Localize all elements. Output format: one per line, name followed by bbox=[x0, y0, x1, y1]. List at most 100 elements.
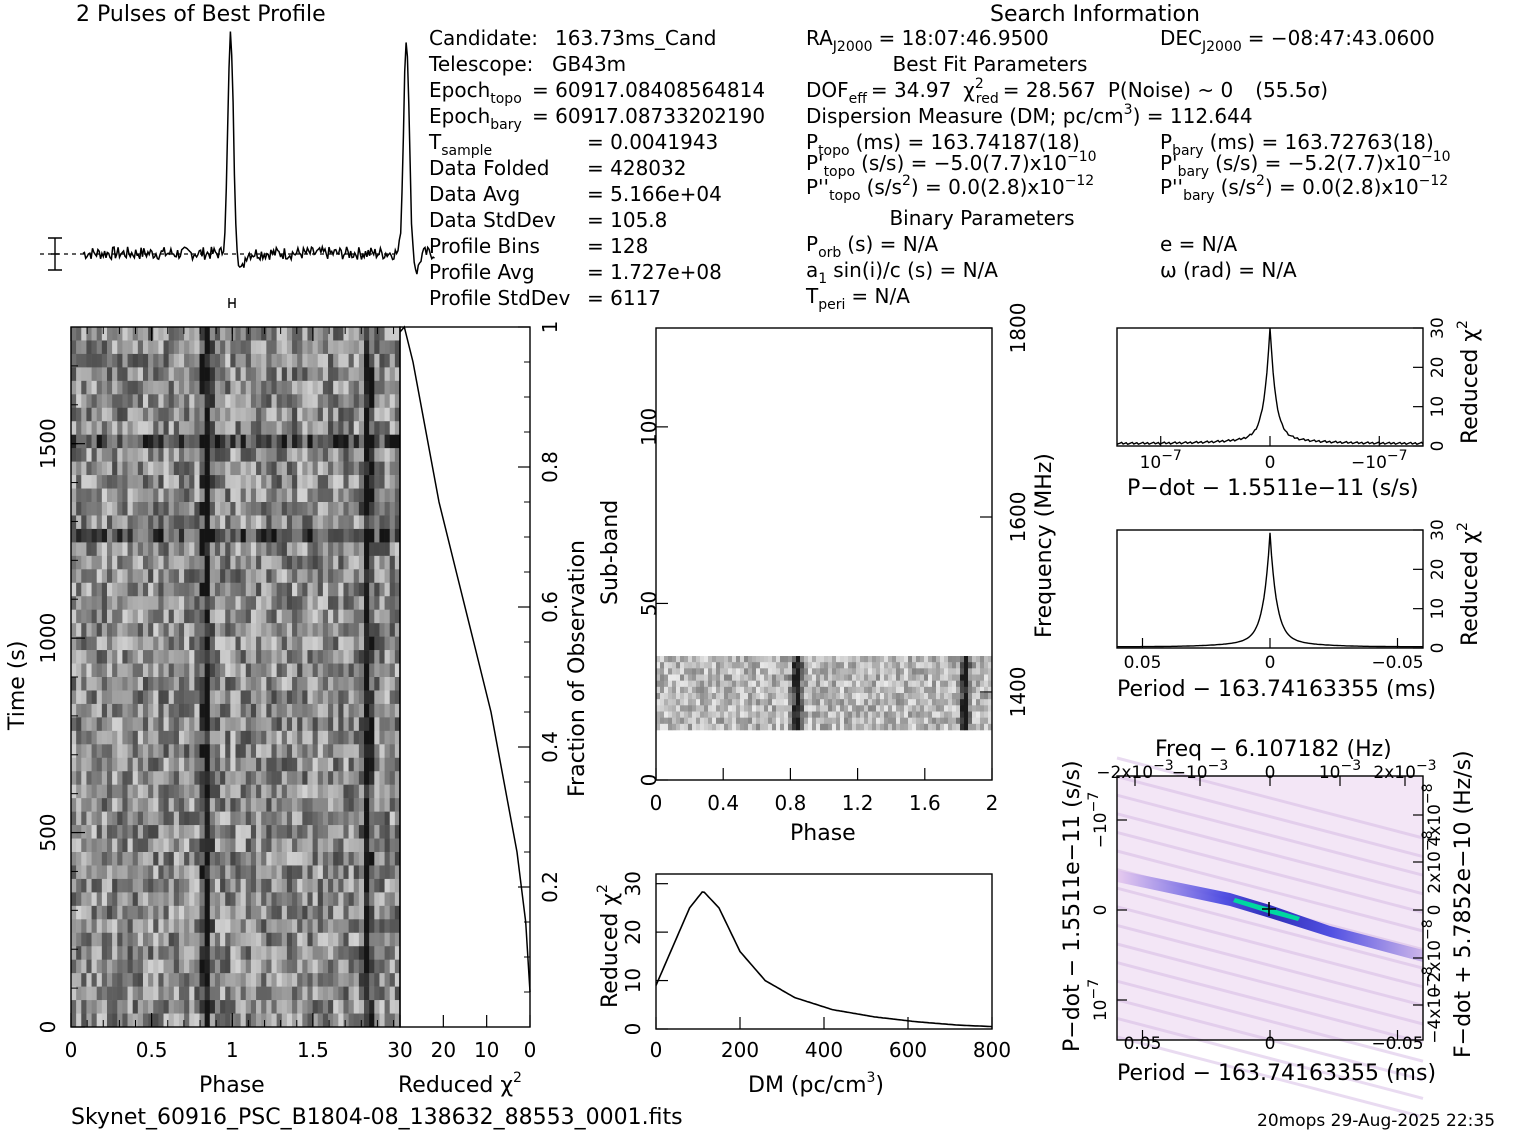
tp-cell bbox=[338, 394, 344, 409]
tp-cell bbox=[317, 677, 324, 691]
tp-cell bbox=[91, 905, 97, 920]
tp-cell bbox=[276, 784, 283, 799]
tp-cell bbox=[137, 596, 144, 610]
tp-cell bbox=[384, 569, 391, 584]
tp-cell bbox=[348, 717, 355, 732]
tp-cell bbox=[81, 421, 87, 435]
tp-cell bbox=[286, 1000, 293, 1014]
tp-cell bbox=[256, 811, 262, 826]
subband-cell bbox=[944, 656, 949, 663]
tp-cell bbox=[220, 784, 226, 799]
subband-cell bbox=[732, 705, 737, 712]
tp-cell bbox=[364, 367, 370, 382]
subband-cell bbox=[764, 723, 769, 731]
pp-top-tick-label: −10−3 bbox=[1172, 758, 1229, 783]
tp-cell bbox=[235, 623, 241, 637]
tp-cell bbox=[389, 380, 396, 395]
tp-cell bbox=[281, 542, 288, 557]
subband-cell bbox=[944, 662, 949, 669]
profile-title: 2 Pulses of Best Profile bbox=[76, 2, 326, 27]
tp-cell bbox=[173, 825, 180, 839]
tp-cell bbox=[261, 946, 267, 960]
tp-cell bbox=[276, 1013, 283, 1028]
subband-cell bbox=[968, 674, 973, 681]
tp-cell bbox=[214, 367, 221, 382]
tp-cell bbox=[374, 973, 380, 987]
subband-cell bbox=[688, 711, 693, 718]
subband-cell bbox=[780, 717, 785, 725]
tp-cell bbox=[261, 784, 267, 799]
tp-cell bbox=[204, 650, 211, 664]
tp-cell bbox=[266, 367, 272, 382]
tp-cell bbox=[312, 596, 319, 610]
tp-cell bbox=[184, 1000, 190, 1014]
tp-cell bbox=[250, 407, 257, 422]
tp-cell bbox=[71, 703, 77, 718]
pdot-ylabel: Reduced χ2 bbox=[1455, 320, 1483, 444]
subband-cell bbox=[948, 674, 953, 681]
tp-cell bbox=[266, 407, 272, 422]
subband-cell bbox=[868, 693, 873, 700]
tp-cell bbox=[302, 811, 308, 826]
tp-cell bbox=[194, 353, 200, 368]
tp-cell bbox=[245, 852, 252, 866]
tp-cell bbox=[281, 959, 288, 974]
tp-cell bbox=[132, 623, 139, 637]
tp-cell bbox=[225, 892, 231, 907]
tp-cell bbox=[358, 959, 365, 974]
tp-cell bbox=[220, 650, 226, 664]
tp-cell bbox=[194, 650, 200, 664]
tp-cell bbox=[199, 798, 205, 812]
subband-cell bbox=[688, 723, 693, 731]
tp-cell bbox=[189, 394, 195, 409]
tp-cell bbox=[81, 852, 87, 866]
tp-cell bbox=[153, 340, 159, 355]
subband-cell bbox=[772, 699, 777, 706]
tp-cell bbox=[369, 744, 375, 759]
subband-cell bbox=[936, 711, 941, 718]
subband-cell bbox=[772, 711, 777, 718]
tp-cell bbox=[86, 677, 92, 691]
tp-cell bbox=[235, 892, 241, 907]
tp-cell bbox=[71, 609, 77, 624]
tp-cell bbox=[256, 555, 262, 570]
tp-cell bbox=[91, 1000, 97, 1014]
tp-cell bbox=[389, 650, 396, 664]
tp-cell bbox=[127, 677, 133, 691]
tp-cell bbox=[256, 394, 262, 409]
tp-cell bbox=[364, 407, 370, 422]
tp-cell bbox=[322, 367, 329, 382]
subband-cell bbox=[756, 723, 761, 731]
tp-cell bbox=[281, 690, 288, 705]
tp-cell bbox=[127, 636, 133, 651]
tp-cell bbox=[276, 515, 283, 530]
subband-cell bbox=[728, 711, 733, 718]
subband-cell bbox=[924, 723, 929, 731]
subband-cell bbox=[812, 693, 817, 700]
tp-cell bbox=[312, 367, 319, 382]
subband-cell bbox=[976, 723, 981, 731]
tp-cell bbox=[71, 852, 77, 866]
subband-cell bbox=[836, 668, 841, 675]
tp-cell bbox=[286, 650, 293, 664]
tp-cell bbox=[307, 1000, 313, 1014]
tp-cell bbox=[168, 932, 175, 947]
tp-cell bbox=[220, 730, 226, 745]
tp-cell bbox=[297, 380, 303, 395]
tp-cell bbox=[168, 1013, 175, 1028]
tp-cell bbox=[76, 919, 82, 934]
tp-cell bbox=[302, 475, 308, 489]
subband-cell bbox=[980, 680, 985, 688]
tp-cell bbox=[389, 744, 396, 759]
tp-cell bbox=[250, 717, 257, 732]
tp-cell bbox=[261, 919, 267, 934]
tp-cell bbox=[76, 380, 82, 395]
pp-streak bbox=[1116, 905, 1424, 989]
tp-cell bbox=[266, 932, 272, 947]
subband-cell bbox=[912, 656, 917, 663]
tp-cell bbox=[199, 353, 205, 368]
subband-cell bbox=[912, 693, 917, 700]
tp-cell bbox=[384, 542, 391, 557]
tp-cell bbox=[379, 569, 385, 584]
tp-cell bbox=[204, 475, 211, 489]
